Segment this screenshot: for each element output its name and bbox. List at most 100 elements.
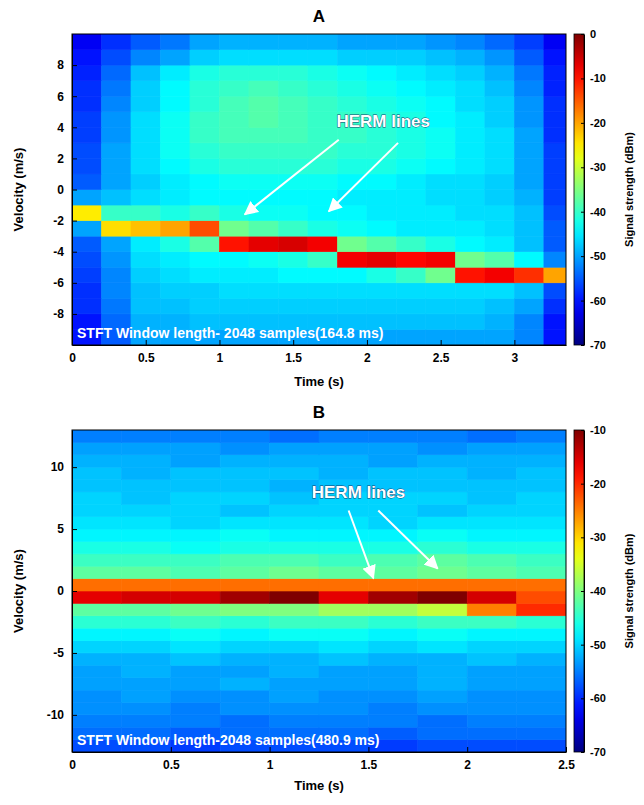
cell (467, 628, 516, 640)
cell (514, 81, 543, 97)
tick-label: 4 (57, 121, 64, 135)
cell (517, 566, 566, 578)
cell (517, 653, 566, 665)
cell (544, 65, 566, 81)
cell (467, 641, 516, 653)
cell (514, 221, 543, 237)
cell (72, 467, 121, 479)
cell (219, 190, 248, 206)
tick-mark (72, 158, 77, 159)
tick-mark (72, 653, 77, 654)
cell (517, 579, 566, 591)
cell (396, 298, 425, 314)
cell (368, 442, 417, 454)
cell (72, 252, 101, 268)
tick-mark (72, 591, 77, 592)
cell (467, 727, 516, 739)
tick: 1.5 (285, 340, 302, 365)
cell (72, 190, 101, 206)
cell (467, 430, 516, 442)
cell (160, 205, 189, 221)
cell (485, 205, 514, 221)
cell (249, 158, 278, 174)
cell (396, 252, 425, 268)
cell (219, 65, 248, 81)
cell (426, 174, 455, 190)
cell (121, 430, 170, 442)
cell (190, 127, 219, 143)
cell (319, 554, 368, 566)
cell (171, 566, 220, 578)
cell (160, 174, 189, 190)
cell (190, 34, 219, 50)
cell (337, 267, 366, 283)
colorbar-tick-label: -30 (590, 161, 606, 173)
cell (160, 34, 189, 50)
cell (101, 221, 130, 237)
cell (337, 143, 366, 159)
cell (219, 158, 248, 174)
cell (367, 143, 396, 159)
cell (278, 50, 307, 66)
cell (278, 96, 307, 112)
cell (121, 442, 170, 454)
cell (418, 566, 467, 578)
cell (72, 236, 101, 252)
cell (171, 541, 220, 553)
cell (368, 579, 417, 591)
cell (171, 579, 220, 591)
tick: -50 (581, 250, 606, 262)
cell (319, 603, 368, 615)
cell (368, 653, 417, 665)
cell (278, 81, 307, 97)
cell (160, 143, 189, 159)
cell (514, 96, 543, 112)
cell (418, 517, 467, 529)
tick: 0 (57, 183, 77, 197)
tick-mark (72, 221, 77, 222)
tick: -30 (581, 531, 606, 543)
cell (517, 641, 566, 653)
cell (368, 467, 417, 479)
cell (308, 112, 337, 128)
tick-label: -5 (53, 646, 64, 660)
cell (190, 158, 219, 174)
cell (426, 236, 455, 252)
annotation-arrow (378, 511, 437, 569)
tick-label: -6 (53, 276, 64, 290)
cell (249, 50, 278, 66)
cell (368, 554, 417, 566)
y-axis-title: Velocity (m/s) (11, 148, 26, 232)
tick-label: 0.5 (138, 351, 155, 365)
cell (455, 298, 484, 314)
cell (485, 158, 514, 174)
cell (514, 127, 543, 143)
cell (319, 653, 368, 665)
cell (418, 529, 467, 541)
cell (367, 190, 396, 206)
cell (270, 442, 319, 454)
cell (219, 127, 248, 143)
cell (72, 127, 101, 143)
cell (418, 715, 467, 727)
panel: 00.511.522.5-10-50510-70-60-50-40-30-20-… (11, 403, 634, 793)
tick-mark (581, 645, 584, 646)
cell (418, 603, 467, 615)
tick: 1 (217, 340, 224, 365)
cell (426, 96, 455, 112)
cell (368, 430, 417, 442)
colorbar-axis: -70-60-50-40-30-20-10 (581, 424, 606, 758)
cell (308, 127, 337, 143)
cell (220, 641, 269, 653)
cell (418, 430, 467, 442)
cell (220, 603, 269, 615)
cell (337, 283, 366, 299)
colorbar-tick-label: -20 (590, 478, 606, 490)
tick: -60 (581, 295, 606, 307)
cell (426, 329, 455, 345)
tick: -20 (581, 478, 606, 490)
cell (467, 442, 516, 454)
tick-label: 2.5 (558, 758, 575, 772)
cell (337, 65, 366, 81)
cell (367, 158, 396, 174)
